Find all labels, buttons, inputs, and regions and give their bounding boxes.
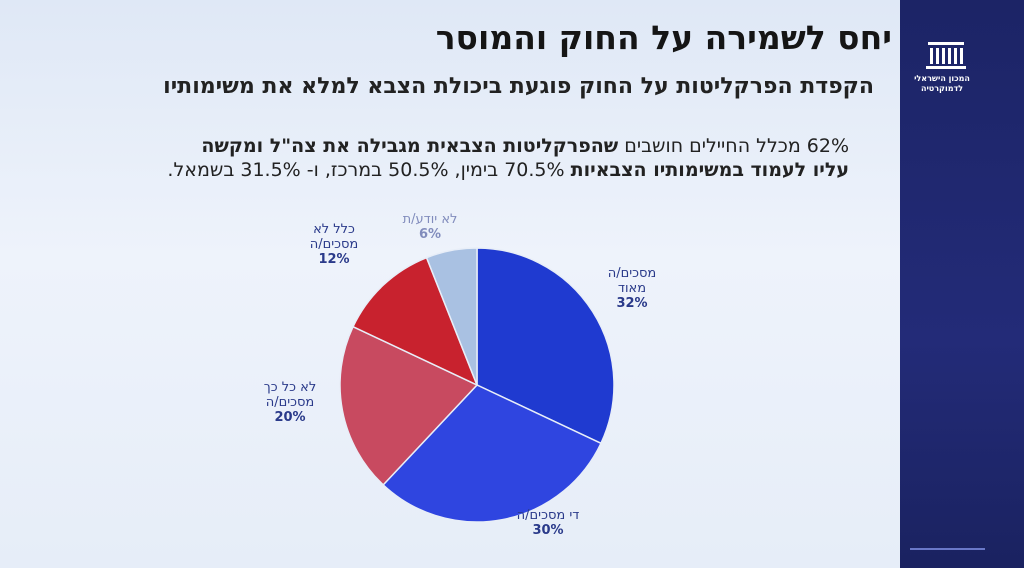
slice-label: לא יודע/ת 6%: [390, 212, 470, 242]
note-line: 62% מכלל החיילים חושבים שהפרקליטות הצבאי…: [201, 135, 849, 157]
slice-label-text: כלל לא מסכים/ה: [309, 222, 359, 252]
pie-slice: [352, 256, 479, 387]
pie-slice: [425, 247, 478, 386]
slice-label-text: לא כל כך מסכים/ה: [263, 380, 317, 410]
chart-title: יחס לשמירה על החוק והמוסר: [435, 18, 892, 57]
slice-value-label: 32%: [616, 296, 648, 311]
slice-label-text: מסכים/ה מאוד: [607, 266, 657, 296]
slice-label: די מסכים/ה 30%: [508, 508, 588, 538]
logo-icon: [926, 42, 966, 69]
slice-label-text: לא יודע/ת: [402, 212, 458, 227]
note-text: 70.5% בימין, 50.5% במרכז, ו- 31.5% בשמאל…: [167, 159, 565, 181]
slice-value-label: 20%: [274, 410, 306, 425]
slice-label: כלל לא מסכים/ה 12%: [294, 222, 374, 267]
pie-slice: [382, 384, 602, 523]
slice-value-label: 30%: [532, 523, 564, 538]
note-text: שהפרקליטות הצבאית מגבילה את צה"ל ומקשה: [201, 135, 619, 157]
slice-label: מסכים/ה מאוד 32%: [592, 266, 672, 311]
side-panel: [900, 0, 1024, 568]
note-line: עליו לעמוד במשימותיו הצבאיות 70.5% בימין…: [167, 159, 849, 181]
slice-label: לא כל כך מסכים/ה 20%: [250, 380, 330, 425]
slice-value-label: 6%: [418, 227, 442, 242]
pie-slice: [476, 247, 615, 445]
slice-value-label: 12%: [318, 252, 350, 267]
panel-rule: [910, 548, 985, 550]
note-text: 62% מכלל החיילים חושבים: [624, 135, 849, 157]
pie-chart: [339, 247, 615, 523]
chart-subtitle: הקפדת הפרקליטות על החוק פוגעת ביכולת הצב…: [163, 74, 874, 99]
logo-text: המכון הישראלי לדמוקרטיה: [914, 74, 970, 93]
slice-label-text: די מסכים/ה: [516, 508, 580, 523]
pie-slice: [339, 325, 479, 486]
note-text: עליו לעמוד במשימותיו הצבאיות: [570, 159, 849, 181]
